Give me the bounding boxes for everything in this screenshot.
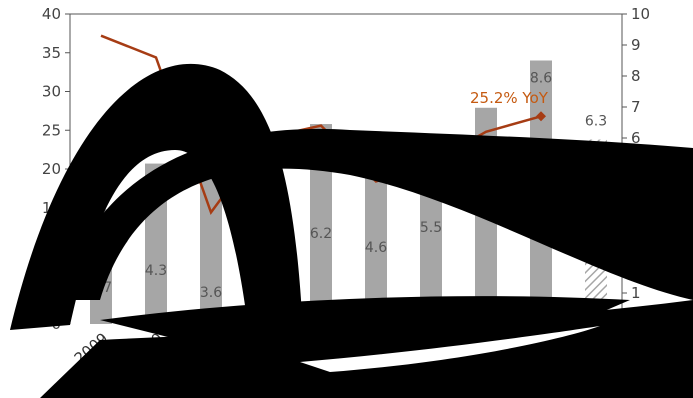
right-tick-label: 9 bbox=[631, 36, 641, 54]
redaction-shape-sliver bbox=[300, 326, 600, 372]
yoy-annotation: 25.2% YoY bbox=[470, 89, 549, 107]
left-tick-label: 35 bbox=[42, 44, 61, 62]
redaction-shape-band bbox=[100, 296, 630, 345]
bar-data-label: 5.5 bbox=[420, 220, 442, 236]
bar-data-label: 3.6 bbox=[200, 285, 222, 301]
right-tick-label: 6 bbox=[631, 129, 641, 147]
bar bbox=[310, 124, 332, 324]
bar-data-label: 4.6 bbox=[365, 240, 387, 256]
right-tick-label: 10 bbox=[631, 5, 650, 23]
bar-data-label: 4.3 bbox=[145, 263, 167, 279]
line-point-marker bbox=[536, 111, 546, 122]
redaction-shape-arc-inner bbox=[60, 128, 693, 300]
redaction-overlays bbox=[10, 63, 693, 398]
left-tick-label: 30 bbox=[42, 83, 61, 101]
bar-data-label: 6.3 bbox=[585, 114, 607, 130]
redaction-shape-wedge bbox=[40, 300, 693, 398]
left-tick-label: 40 bbox=[42, 5, 61, 23]
right-tick-label: 7 bbox=[631, 98, 641, 116]
bar-data-label: 6.2 bbox=[310, 226, 332, 242]
right-tick-label: 1 bbox=[631, 284, 641, 302]
bar bbox=[200, 178, 222, 324]
bar bbox=[365, 159, 387, 324]
right-tick-label: 8 bbox=[631, 67, 641, 85]
bar-data-label: 8.6 bbox=[530, 71, 552, 87]
left-tick-label: 20 bbox=[42, 160, 61, 178]
bar-data-labels: 2.74.33.64.56.24.65.58.66.3 bbox=[90, 71, 607, 302]
left-tick-label: 25 bbox=[42, 121, 61, 139]
